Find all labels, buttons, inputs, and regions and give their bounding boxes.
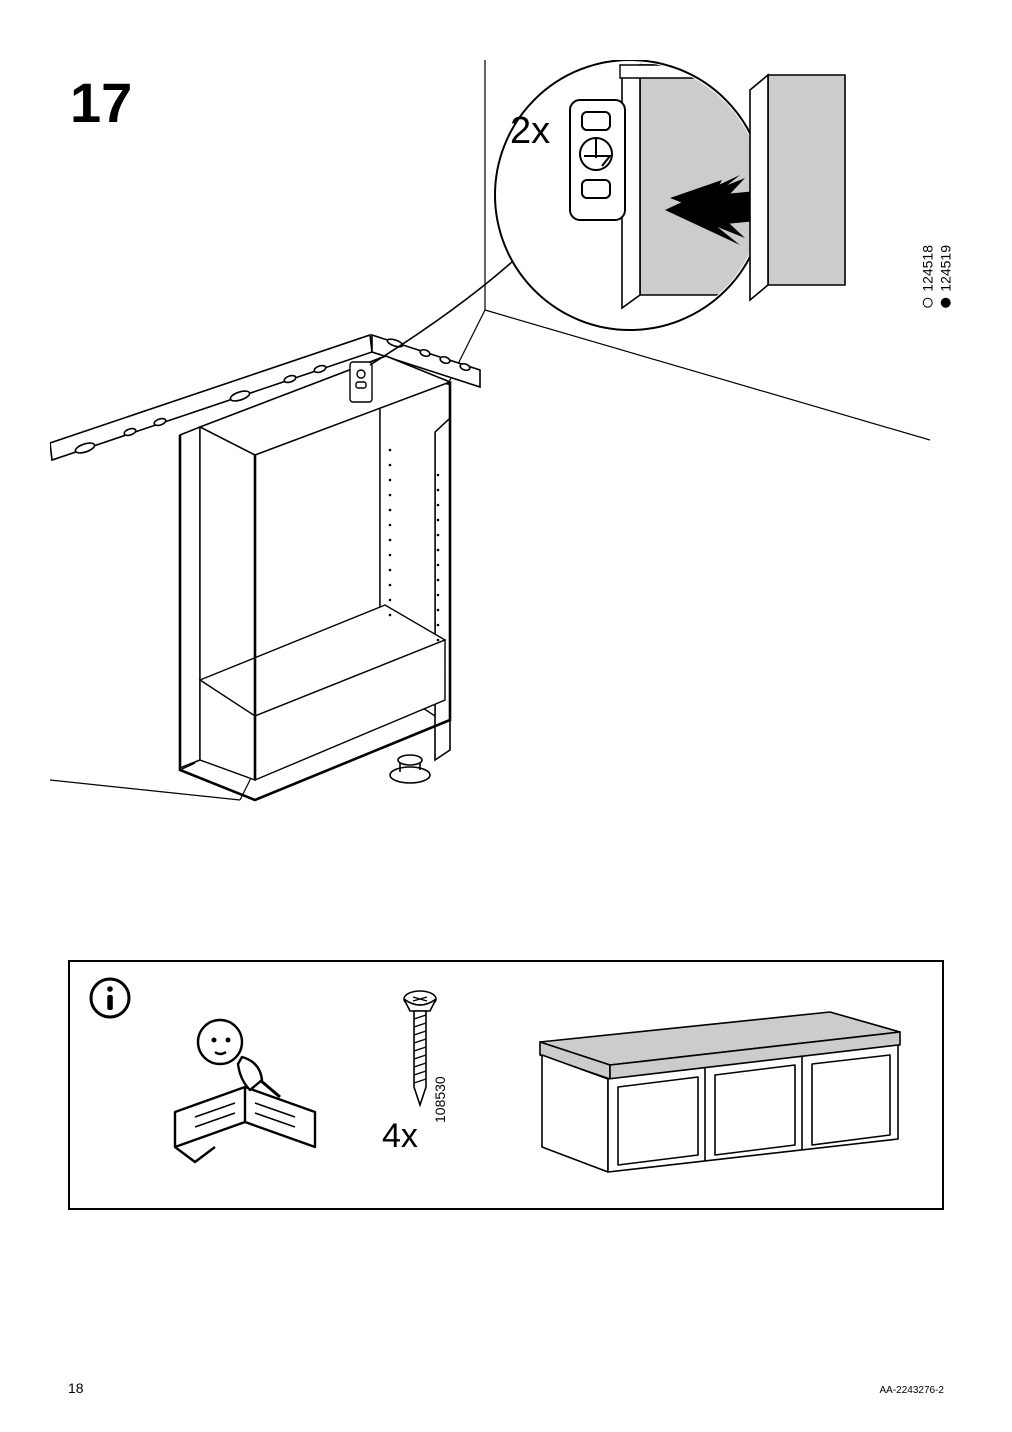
page: 17 — [0, 0, 1012, 1432]
black-variant-icon — [941, 298, 951, 308]
screw-info: 108530 4x — [380, 987, 460, 1187]
screw-qty-label: 4x — [382, 1117, 418, 1156]
document-id: AA-2243276-2 — [880, 1385, 945, 1396]
part-id-white: 124518 — [920, 245, 936, 292]
info-icon — [88, 976, 132, 1020]
screw-part-id: 108530 — [432, 1076, 448, 1123]
detail-count-label: 2x — [510, 110, 550, 153]
hanger-part-ids: 124518 124519 — [920, 245, 954, 308]
info-box: 108530 4x — [68, 960, 944, 1210]
main-illustration — [50, 60, 930, 840]
refer-manual-illustration — [160, 1002, 330, 1172]
page-number: 18 — [68, 1380, 84, 1396]
part-id-black: 124519 — [938, 245, 954, 292]
white-variant-icon — [923, 298, 933, 308]
countertop-illustration — [530, 997, 910, 1177]
